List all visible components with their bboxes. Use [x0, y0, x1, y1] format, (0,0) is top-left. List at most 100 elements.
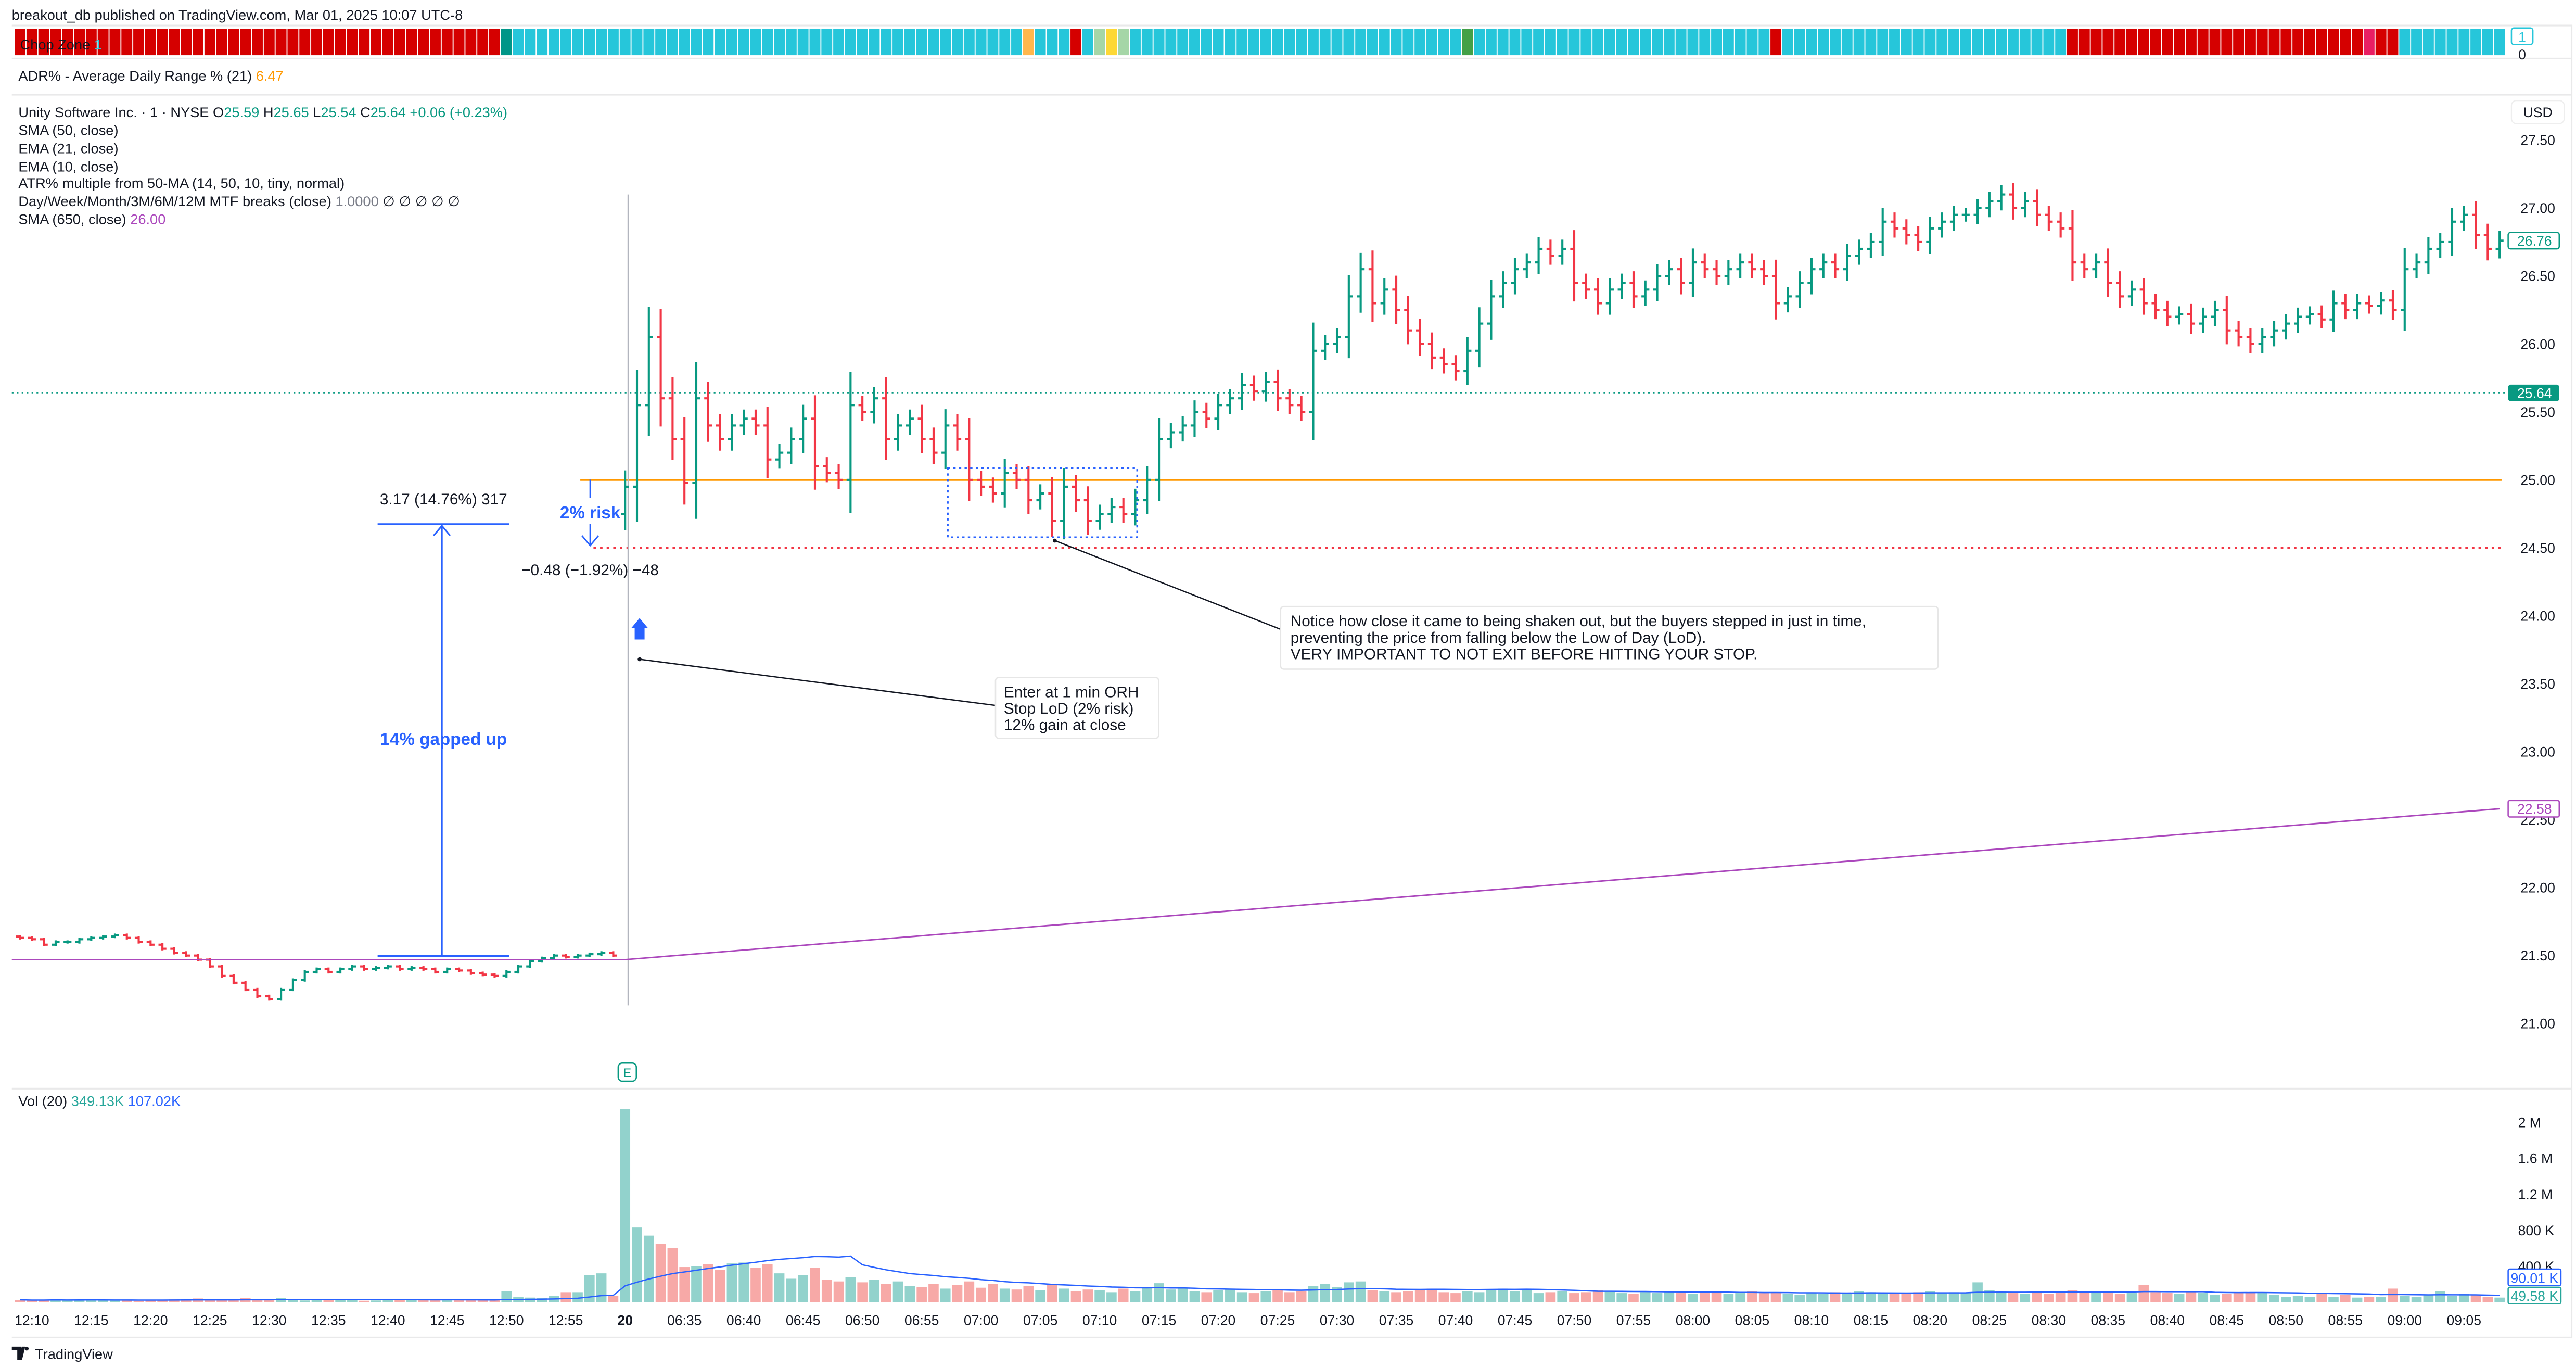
indicator-atr-multiple[interactable]: ATR% multiple from 50-MA (14, 50, 10, ti… [18, 175, 345, 191]
chop-zone-cell [537, 29, 548, 56]
ohlc-bar [2471, 200, 2480, 249]
volume-bar [2435, 1291, 2445, 1302]
chop-zone-cell [726, 29, 737, 56]
published-header: breakout_db published on TradingView.com… [12, 7, 463, 23]
ohlc-bar [455, 967, 463, 972]
volume-bar [1177, 1288, 1188, 1302]
entry-arrow-icon [631, 618, 648, 640]
volume-bar [1450, 1293, 1461, 1302]
chop-zone-cell [715, 29, 726, 56]
volume-bar [2138, 1285, 2149, 1302]
indicator-ema21[interactable]: EMA (21, close) [18, 140, 118, 156]
volume-bar [715, 1270, 725, 1302]
chop-zone-cell [1841, 29, 1853, 56]
adr-legend[interactable]: ADR% - Average Daily Range % (21) 6.47 [18, 68, 283, 84]
chop-zone-cell [1652, 29, 1663, 56]
chop-zone-cell [2138, 29, 2149, 56]
ohlc-bar [1819, 253, 1828, 278]
volume-tick: 1.2 M [2518, 1187, 2553, 1202]
chop-zone-cell [1865, 29, 1877, 56]
chop-zone-cell [2482, 29, 2493, 56]
chop-zone-cell [1948, 29, 1959, 56]
indicator-ema10[interactable]: EMA (10, close) [18, 158, 118, 174]
entry-callout[interactable]: Enter at 1 min ORH Stop LoD (2% risk) 12… [994, 677, 1159, 739]
volume-bar [2352, 1297, 2363, 1302]
shakeout-note-line: Notice how close it came to being shaken… [1291, 613, 1866, 630]
currency-button[interactable] [2510, 100, 2565, 124]
ohlc-bar [2187, 303, 2196, 334]
price-axis[interactable]: 27.50 27.00 26.50 26.00 25.50 25.00 24.50 24.00… [2520, 133, 2555, 1032]
chop-zone-cell [1818, 29, 1829, 56]
chop-zone-cell [1177, 29, 1189, 56]
time-axis[interactable]: 12:10 12:15 12:20 12:25 12:30 12:35 12:40 12:45… [15, 1313, 2481, 1328]
volume-bar [620, 1109, 631, 1302]
chop-zone-cell [38, 29, 49, 56]
ohlc-bar [787, 427, 795, 464]
gap-measure[interactable] [377, 523, 509, 957]
ohlc-bar [170, 947, 178, 955]
volume-bar [1510, 1291, 1520, 1302]
chop-zone-cell [1568, 29, 1580, 56]
chop-zone-cell [1628, 29, 1639, 56]
indicator-mtf-breaks[interactable]: Day/Week/Month/3M/6M/12M MTF breaks (clo… [18, 193, 460, 209]
ohlc-bar [1119, 498, 1128, 523]
chop-zone-cell [560, 29, 571, 56]
entry-note-line: Stop LoD (2% risk) [1004, 700, 1134, 717]
indicator-sma650[interactable]: SMA (650, close) 26.00 [18, 211, 165, 227]
tradingview-logo[interactable]: TradingView [11, 1346, 113, 1362]
chop-zone-cell [74, 29, 85, 56]
symbol-legend[interactable]: Unity Software Inc. · 1 · NYSE O25.59 H2… [18, 104, 507, 120]
chop-zone-cell [2067, 29, 2078, 56]
chop-zone-cell [928, 29, 939, 56]
time-tick: 07:00 [964, 1313, 999, 1328]
volume-bar [1154, 1283, 1164, 1302]
volume-bar [1106, 1292, 1117, 1302]
ohlc-bar [1345, 275, 1353, 359]
time-tick: 12:45 [430, 1313, 465, 1328]
shakeout-note-line: VERY IMPORTANT TO NOT EXIT BEFORE HITTIN… [1291, 646, 1758, 663]
time-tick: 06:40 [726, 1313, 761, 1328]
chop-zone-cell [109, 29, 121, 56]
risk-measure[interactable] [581, 479, 600, 547]
sma650-line[interactable] [11, 808, 2500, 960]
chop-zone-cell [703, 29, 714, 56]
shakeout-box[interactable] [947, 467, 1139, 538]
time-tick: 08:30 [2032, 1313, 2067, 1328]
volume-bar [1699, 1293, 1710, 1302]
ohlc-bar [1451, 355, 1460, 381]
time-tick: 06:55 [904, 1313, 939, 1328]
volume-bar [774, 1273, 785, 1302]
tradingview-logo-icon [11, 1346, 29, 1360]
ohlc-bar [134, 936, 143, 944]
ohlc-bar [562, 954, 570, 959]
chop-zone-cell [1545, 29, 1556, 56]
volume-bar [2470, 1295, 2481, 1302]
chop-zone-pane[interactable] [15, 29, 2505, 56]
volume-bar [205, 1300, 215, 1302]
earnings-marker[interactable]: E [617, 1062, 637, 1082]
chop-zone-cell [418, 29, 429, 56]
volume-bar [786, 1278, 797, 1302]
entry-callout-dot [637, 657, 642, 662]
volume-bar [1758, 1293, 1769, 1302]
volume-bar [857, 1282, 868, 1302]
shakeout-callout[interactable]: Notice how close it came to being shaken… [1280, 605, 1939, 670]
ohlc-bar [158, 943, 167, 951]
chop-zone-cell [987, 29, 999, 56]
chop-zone-cell [1236, 29, 1248, 56]
last-price-box [2507, 232, 2560, 250]
chop-zone-cell [607, 29, 619, 56]
chop-zone-cell [1984, 29, 1995, 56]
chop-zone-cell [1379, 29, 1390, 56]
chop-zone-cell [667, 29, 678, 56]
ohlc-bar [680, 417, 688, 505]
indicator-sma50[interactable]: SMA (50, close) [18, 122, 118, 138]
volume-bar [2364, 1296, 2375, 1302]
chop-zone-cell [382, 29, 393, 56]
chop-axis-bottom: 0 [2518, 47, 2526, 62]
volume-bar [999, 1288, 1010, 1302]
chop-zone-cell [1426, 29, 1437, 56]
volume-bar [501, 1291, 512, 1302]
volume-legend[interactable]: Vol (20) 349.13K 107.02K [18, 1093, 181, 1109]
